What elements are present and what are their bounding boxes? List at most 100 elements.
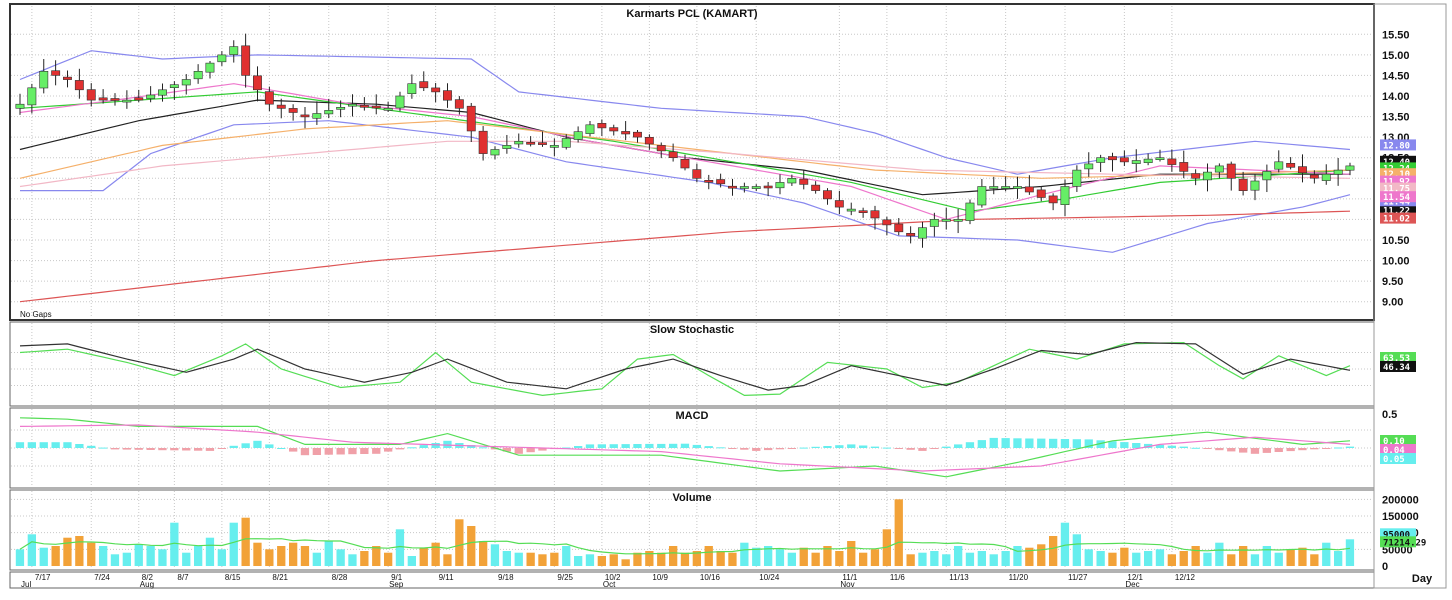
macd-hist-bar-23 bbox=[289, 448, 298, 452]
macd-hist-bar-94 bbox=[1132, 443, 1141, 448]
macd-hist-bar-24 bbox=[300, 448, 310, 456]
candle-23 bbox=[288, 104, 298, 121]
candle-body-25 bbox=[312, 113, 322, 119]
volume-tick-1: 150000 bbox=[1382, 511, 1419, 523]
candle-48 bbox=[585, 120, 595, 137]
volume-bar-14 bbox=[182, 552, 191, 566]
price-badge-6: 11.22 bbox=[1380, 204, 1416, 216]
candle-4 bbox=[62, 70, 72, 88]
date-tick-1: 7/24 bbox=[94, 573, 110, 582]
candle-98 bbox=[1179, 150, 1189, 179]
macd-hist-bar-74 bbox=[894, 448, 903, 449]
candle-body-33 bbox=[407, 83, 417, 94]
price-badge-0: 12.80 bbox=[1380, 139, 1416, 151]
candle-31 bbox=[383, 101, 393, 112]
volume-bar-32 bbox=[395, 529, 405, 566]
candle-body-65 bbox=[787, 178, 797, 184]
volume-bar-24 bbox=[300, 546, 310, 566]
candle-60 bbox=[727, 178, 737, 196]
candle-6 bbox=[86, 83, 96, 107]
candle-42 bbox=[514, 133, 524, 148]
macd-hist-bar-44 bbox=[538, 448, 547, 451]
candle-13 bbox=[169, 81, 179, 100]
volume-bar-50 bbox=[609, 554, 618, 566]
candle-body-55 bbox=[668, 151, 678, 159]
candle-38 bbox=[466, 102, 476, 143]
candle-body-4 bbox=[62, 76, 72, 80]
candle-109 bbox=[1309, 170, 1319, 184]
macd-hist-bar-8 bbox=[110, 448, 120, 450]
volume-bar-43 bbox=[526, 552, 535, 566]
overlay-ma-red-long bbox=[19, 210, 1351, 303]
candle-body-106 bbox=[1274, 161, 1284, 170]
macd-hist-bar-41 bbox=[502, 448, 511, 452]
volume-bar-65 bbox=[787, 552, 796, 566]
price-tick-2: 14.50 bbox=[1382, 70, 1410, 82]
volume-bar-66 bbox=[799, 547, 808, 566]
macd-hist-bar-72 bbox=[870, 446, 880, 448]
macd-hist-bar-5 bbox=[75, 444, 84, 448]
date-tick-15: 11/1 bbox=[842, 573, 858, 582]
candle-3 bbox=[51, 60, 61, 86]
macd-hist-bar-46 bbox=[562, 447, 571, 449]
candle-body-111 bbox=[1333, 169, 1343, 175]
macd-hist-bar-101 bbox=[1215, 448, 1224, 451]
candle-2 bbox=[39, 59, 49, 94]
macd-hist-bar-76 bbox=[918, 448, 927, 451]
candle-body-10 bbox=[134, 97, 144, 101]
candle-body-99 bbox=[1191, 173, 1201, 179]
macd-hist-bar-43 bbox=[526, 448, 535, 453]
candle-32 bbox=[395, 91, 405, 112]
volume-bar-79 bbox=[954, 546, 963, 566]
volume-bar-60 bbox=[728, 552, 737, 566]
candle-body-20 bbox=[253, 75, 262, 91]
volume-bar-91 bbox=[1096, 551, 1105, 566]
candle-20 bbox=[253, 66, 262, 102]
candle-body-105 bbox=[1262, 171, 1272, 181]
overlay-bb-lower bbox=[20, 120, 1351, 253]
candle-108 bbox=[1298, 154, 1307, 183]
macd-hist-bar-83 bbox=[1001, 438, 1010, 448]
candle-body-27 bbox=[336, 107, 346, 110]
macd-hist-bar-22 bbox=[277, 448, 286, 449]
candle-85 bbox=[1024, 175, 1034, 195]
volume-bar-3 bbox=[51, 546, 60, 566]
macd-hist-bar-70 bbox=[847, 444, 856, 448]
candle-51 bbox=[621, 121, 631, 141]
candle-body-71 bbox=[858, 210, 868, 213]
candle-body-107 bbox=[1286, 163, 1296, 168]
candle-body-87 bbox=[1048, 195, 1058, 204]
macd-hist-bar-77 bbox=[930, 448, 939, 449]
volume-bar-71 bbox=[859, 552, 868, 566]
stoch-badge-bg-0 bbox=[1380, 352, 1416, 363]
month-tick-1: Aug bbox=[140, 580, 154, 589]
macd-badge-2: 0.05 bbox=[1380, 453, 1416, 465]
price-title: Karmarts PCL (KAMART) bbox=[626, 8, 758, 20]
volume-bar-23 bbox=[289, 542, 298, 566]
candle-body-24 bbox=[300, 114, 310, 118]
volume-bar-20 bbox=[253, 542, 262, 566]
volume-bar-56 bbox=[680, 552, 690, 566]
candle-63 bbox=[763, 182, 773, 197]
candle-15 bbox=[193, 64, 203, 84]
macd-badge-bg-1 bbox=[1380, 444, 1416, 455]
macd-hist-bar-30 bbox=[372, 448, 381, 454]
volume-badge-1: 71214.29 bbox=[1380, 536, 1426, 548]
stochastic-lines bbox=[19, 341, 1351, 397]
volume-bar-53 bbox=[645, 551, 654, 566]
volume-bar-36 bbox=[443, 554, 452, 566]
candle-47 bbox=[573, 126, 583, 143]
price-badge-text-3: 12.10 bbox=[1383, 170, 1410, 180]
candle-71 bbox=[858, 207, 868, 218]
candle-body-50 bbox=[609, 127, 619, 132]
candle-52 bbox=[632, 129, 642, 143]
candle-body-11 bbox=[146, 94, 156, 99]
volume-bar-4 bbox=[63, 537, 72, 566]
candle-26 bbox=[324, 98, 334, 119]
candle-body-63 bbox=[763, 185, 773, 189]
candle-30 bbox=[371, 94, 381, 115]
date-tick-11: 10/2 bbox=[605, 573, 621, 582]
price-badge-text-8: 11.54 bbox=[1383, 193, 1411, 203]
volume-bar-33 bbox=[407, 556, 416, 566]
volume-bar-49 bbox=[597, 556, 606, 566]
